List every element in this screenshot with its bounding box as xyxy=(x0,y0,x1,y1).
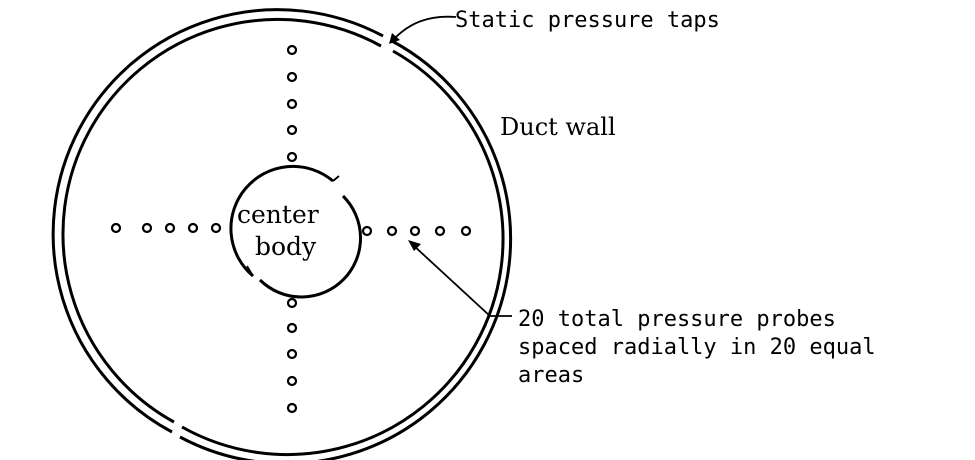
center-body: center body xyxy=(229,164,363,299)
probe-left-4 xyxy=(187,222,199,234)
duct-wall-label: Duct wall xyxy=(500,113,616,141)
probe-right-4 xyxy=(434,225,446,237)
probe-bottom-1 xyxy=(286,297,298,309)
probe-bottom-5 xyxy=(286,402,298,414)
probe-top-2 xyxy=(286,71,298,83)
center-body-ring-left xyxy=(229,164,334,278)
static-taps-label: Static pressure taps xyxy=(455,8,720,33)
probe-leader xyxy=(412,244,512,317)
probe-top-4 xyxy=(286,124,298,136)
center-body-label-line2: body xyxy=(255,232,317,261)
duct-wall-outer-left xyxy=(51,8,384,434)
probe-left-1 xyxy=(110,222,122,234)
probes-label-line1: 20 total pressure probes xyxy=(518,307,836,332)
probe-group-top xyxy=(286,44,298,163)
probe-bottom-3 xyxy=(286,348,298,360)
duct-wall-inner-right xyxy=(181,49,505,457)
probe-top-3 xyxy=(286,98,298,110)
probe-leader-arrowhead xyxy=(408,240,421,251)
duct-wall-outer-right xyxy=(179,39,513,460)
duct-wall xyxy=(51,8,513,460)
probes-label-line3: areas xyxy=(518,363,584,388)
probe-top-5 xyxy=(286,151,298,163)
probe-group-bottom xyxy=(286,297,298,414)
probe-left-2 xyxy=(141,222,153,234)
probe-group-right xyxy=(361,225,472,237)
center-body-tap-upper xyxy=(332,175,340,182)
center-body-ring xyxy=(258,194,363,299)
probe-right-1 xyxy=(361,225,373,237)
probe-bottom-2 xyxy=(286,322,298,334)
probe-right-3 xyxy=(409,225,421,237)
probe-top-1 xyxy=(286,44,298,56)
probe-left-5 xyxy=(210,222,222,234)
probe-group-left xyxy=(110,222,222,234)
probe-right-2 xyxy=(386,225,398,237)
probe-bottom-4 xyxy=(286,375,298,387)
static-taps-leader xyxy=(392,15,457,41)
static-taps-arrowhead xyxy=(389,33,400,44)
probes-label-line2: spaced radially in 20 equal xyxy=(518,335,876,360)
center-body-tap-lower xyxy=(246,265,254,277)
center-body-label-line1: center xyxy=(237,200,319,229)
probe-left-3 xyxy=(164,222,176,234)
duct-wall-inner-left xyxy=(61,17,382,424)
probe-right-5 xyxy=(460,225,472,237)
